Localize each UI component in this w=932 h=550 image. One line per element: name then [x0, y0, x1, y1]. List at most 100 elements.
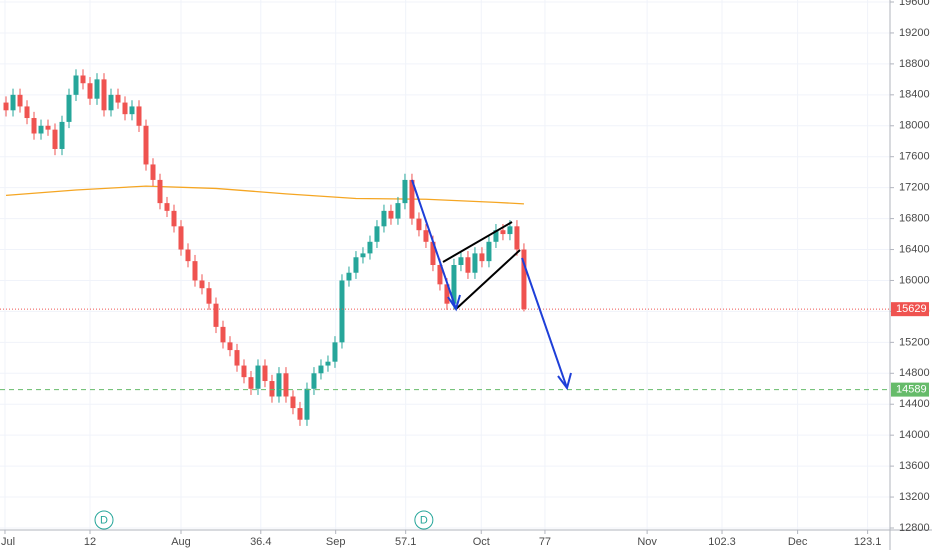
- candle-body: [381, 210, 387, 227]
- event-marker: [94, 510, 114, 530]
- candle-body: [339, 280, 345, 343]
- candle-body: [129, 106, 135, 115]
- y-tick-label: 14000: [899, 429, 930, 441]
- x-tick-label: 102.3: [708, 536, 736, 548]
- candle-body: [143, 125, 149, 165]
- candle-body: [199, 280, 205, 289]
- price-label-box: [891, 302, 929, 317]
- grid: [0, 0, 890, 530]
- x-tick-label: Jul: [1, 536, 15, 548]
- candle-body: [395, 203, 401, 219]
- x-tick-label: 77: [539, 536, 551, 548]
- candle-body: [430, 241, 436, 265]
- y-tick-label: 15200: [899, 336, 930, 348]
- candle-body: [52, 129, 58, 149]
- candle-body: [318, 365, 324, 374]
- x-tick-label: 57.1: [395, 536, 416, 548]
- drawings: [411, 179, 572, 391]
- candle-body: [507, 226, 513, 235]
- arrow-line: [521, 257, 568, 389]
- price-label-box: [891, 382, 929, 397]
- x-tick-label: Aug: [171, 536, 191, 548]
- y-tick-label: 12800: [899, 522, 930, 534]
- candle-body: [3, 102, 9, 111]
- candle-body: [136, 106, 142, 126]
- price-label: 15629: [896, 303, 927, 315]
- x-tick-label: 12: [84, 536, 96, 548]
- candle-body: [346, 272, 352, 281]
- candle-body: [283, 373, 289, 397]
- y-tick-label: 17200: [899, 182, 930, 194]
- y-tick-label: 17600: [899, 151, 930, 163]
- price-label: 14589: [896, 384, 927, 396]
- candle-body: [122, 102, 128, 115]
- candle-body: [311, 373, 317, 389]
- candle-body: [10, 94, 16, 111]
- event-marker-label: D: [420, 514, 428, 526]
- y-tick-label: 19200: [899, 27, 930, 39]
- candle-body: [255, 365, 261, 389]
- candle-body: [227, 342, 233, 351]
- x-tick-label: 123.1: [854, 536, 882, 548]
- candle-body: [80, 75, 86, 84]
- candle-body: [416, 218, 422, 231]
- y-tick-label: 18400: [899, 89, 930, 101]
- x-tick-label: 36.4: [250, 536, 271, 548]
- candle-body: [262, 365, 268, 382]
- candle-body: [45, 125, 51, 130]
- candle-body: [101, 79, 107, 111]
- candle-body: [451, 265, 457, 304]
- candle-body: [66, 94, 72, 122]
- candle-body: [234, 350, 240, 366]
- candle-body: [437, 265, 443, 285]
- candle-body: [290, 396, 296, 409]
- candle-body: [59, 121, 65, 149]
- x-tick-label: Sep: [326, 536, 346, 548]
- candle-body: [108, 94, 114, 111]
- y-tick-label: 16800: [899, 212, 930, 224]
- wedge-line: [442, 221, 513, 263]
- candle-body: [192, 261, 198, 281]
- candle-body: [486, 241, 492, 262]
- candle-body: [465, 257, 471, 273]
- candle-body: [17, 94, 23, 107]
- candle-body: [409, 179, 415, 219]
- plot: [0, 69, 890, 426]
- candle-body: [479, 253, 485, 262]
- candle-body: [115, 94, 121, 103]
- candle-body: [500, 230, 506, 235]
- arrow-head: [447, 294, 461, 312]
- candle-body: [269, 381, 275, 397]
- candle-body: [402, 179, 408, 204]
- candle-body: [24, 106, 30, 119]
- arrow-head: [557, 372, 572, 391]
- candle-body: [178, 226, 184, 250]
- x-tick-label: Nov: [637, 536, 657, 548]
- candle-body: [304, 388, 310, 420]
- candle-body: [220, 326, 226, 343]
- y-tick-label: 13200: [899, 491, 930, 503]
- candle-body: [157, 179, 163, 204]
- candle-body: [325, 361, 331, 366]
- candle-body: [458, 257, 464, 265]
- x-tick-label: Oct: [473, 536, 490, 548]
- candle-body: [94, 79, 100, 99]
- candle-body: [38, 125, 44, 134]
- candle-body: [493, 230, 499, 242]
- candle-body: [87, 83, 93, 99]
- y-tick-label: 13600: [899, 460, 930, 472]
- candle-body: [241, 365, 247, 378]
- y-tick-label: 18800: [899, 58, 930, 70]
- candle-body: [388, 210, 394, 219]
- candle-body: [185, 249, 191, 262]
- y-tick-label: 14400: [899, 398, 930, 410]
- candle-body: [444, 284, 450, 304]
- candle-body: [164, 203, 170, 211]
- candle-body: [423, 230, 429, 242]
- y-tick-label: 16400: [899, 243, 930, 255]
- candle-body: [367, 241, 373, 254]
- arrow-line: [411, 179, 457, 310]
- y-tick-label: 14800: [899, 367, 930, 379]
